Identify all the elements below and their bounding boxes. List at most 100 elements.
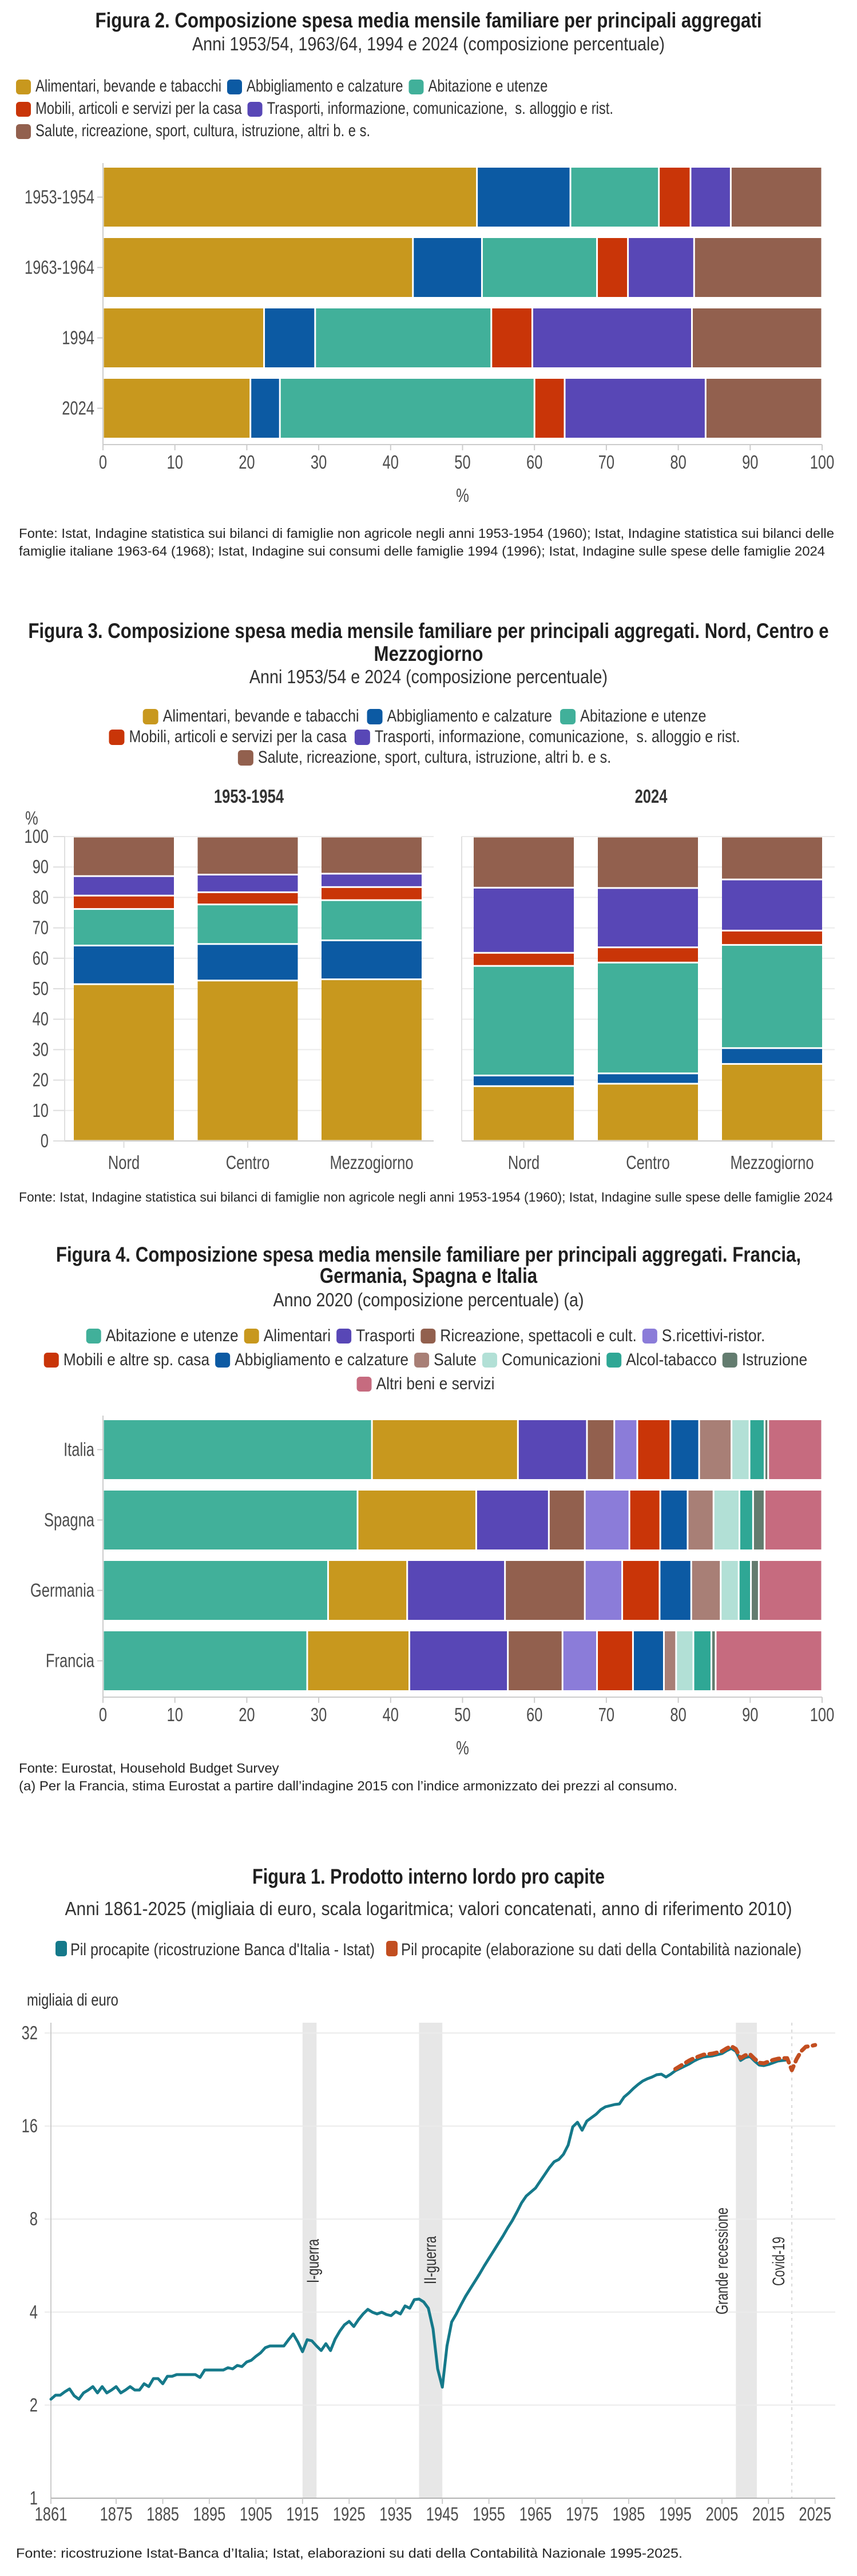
svg-text:70: 70 bbox=[598, 451, 614, 473]
svg-text:Alimentari, bevande e tabacchi: Alimentari, bevande e tabacchi bbox=[163, 707, 359, 726]
svg-text:Centro: Centro bbox=[226, 1152, 270, 1173]
svg-text:1985: 1985 bbox=[613, 2503, 645, 2525]
svg-text:Grande recessione: Grande recessione bbox=[713, 2208, 732, 2315]
svg-text:Germania, Spagna e Italia: Germania, Spagna e Italia bbox=[320, 1264, 538, 1287]
svg-text:1963-1964: 1963-1964 bbox=[25, 257, 94, 278]
svg-text:1995: 1995 bbox=[659, 2503, 692, 2525]
svg-text:Salute, ricreazione, sport, cu: Salute, ricreazione, sport, cultura, ist… bbox=[258, 748, 611, 767]
svg-text:Anni 1861-2025 (migliaia di eu: Anni 1861-2025 (migliaia di euro, scala … bbox=[65, 1898, 792, 1919]
svg-text:60: 60 bbox=[526, 1704, 542, 1725]
svg-text:1861: 1861 bbox=[35, 2503, 68, 2525]
svg-text:20: 20 bbox=[33, 1069, 49, 1091]
svg-text:0: 0 bbox=[41, 1130, 49, 1151]
svg-text:Figura 3. Composizione spesa m: Figura 3. Composizione spesa media mensi… bbox=[28, 619, 828, 643]
svg-text:10: 10 bbox=[33, 1100, 49, 1121]
svg-text:Pil procapite (ricostruzione B: Pil procapite (ricostruzione Banca d'Ita… bbox=[70, 1940, 375, 1959]
svg-text:80: 80 bbox=[33, 886, 49, 907]
svg-text:1955: 1955 bbox=[473, 2503, 505, 2525]
svg-text:1945: 1945 bbox=[426, 2503, 459, 2525]
svg-text:40: 40 bbox=[383, 1704, 399, 1725]
svg-text:30: 30 bbox=[33, 1039, 49, 1060]
svg-text:8: 8 bbox=[30, 2208, 38, 2229]
svg-text:S.ricettivi-ristor.: S.ricettivi-ristor. bbox=[662, 1326, 765, 1345]
svg-text:70: 70 bbox=[33, 917, 49, 938]
svg-text:Germania: Germania bbox=[30, 1580, 95, 1601]
svg-text:1: 1 bbox=[30, 2487, 38, 2508]
svg-text:(a) Per la Francia, stima Euro: (a) Per la Francia, stima Eurostat a par… bbox=[19, 1778, 677, 1793]
svg-text:2025: 2025 bbox=[799, 2503, 831, 2525]
svg-text:1875: 1875 bbox=[100, 2503, 133, 2525]
svg-text:Figura 4. Composizione spesa m: Figura 4. Composizione spesa media mensi… bbox=[56, 1243, 801, 1266]
svg-text:50: 50 bbox=[454, 1704, 470, 1725]
svg-text:Abitazione e utenze: Abitazione e utenze bbox=[106, 1326, 239, 1345]
svg-text:Altri beni e servizi: Altri beni e servizi bbox=[376, 1374, 495, 1393]
svg-text:Alcol-tabacco: Alcol-tabacco bbox=[626, 1350, 717, 1369]
svg-text:20: 20 bbox=[239, 451, 255, 473]
svg-text:1935: 1935 bbox=[379, 2503, 412, 2525]
svg-text:Comunicazioni: Comunicazioni bbox=[502, 1350, 601, 1369]
svg-text:Alimentari, bevande e tabacchi: Alimentari, bevande e tabacchi bbox=[35, 77, 221, 96]
svg-text:1965: 1965 bbox=[519, 2503, 552, 2525]
svg-text:Anni 1953/54, 1963/64, 1994 e: Anni 1953/54, 1963/64, 1994 e 2024 (comp… bbox=[192, 33, 665, 54]
svg-text:2015: 2015 bbox=[752, 2503, 785, 2525]
svg-text:1994: 1994 bbox=[62, 327, 94, 348]
svg-text:60: 60 bbox=[33, 948, 49, 969]
svg-text:100: 100 bbox=[24, 826, 49, 847]
svg-text:Mobili, articoli e servizi per: Mobili, articoli e servizi per la casa bbox=[35, 99, 242, 118]
svg-text:90: 90 bbox=[742, 1704, 758, 1725]
svg-text:16: 16 bbox=[22, 2115, 38, 2137]
svg-text:Mezzogiorno: Mezzogiorno bbox=[374, 642, 483, 665]
svg-text:80: 80 bbox=[670, 1704, 686, 1725]
svg-text:Salute: Salute bbox=[434, 1350, 477, 1369]
svg-text:0: 0 bbox=[99, 451, 107, 473]
svg-text:50: 50 bbox=[454, 451, 470, 473]
svg-text:50: 50 bbox=[33, 978, 49, 999]
svg-text:90: 90 bbox=[742, 451, 758, 473]
svg-text:Mezzogiorno: Mezzogiorno bbox=[330, 1152, 413, 1173]
svg-text:10: 10 bbox=[167, 1704, 183, 1725]
svg-text:2: 2 bbox=[30, 2394, 38, 2415]
svg-text:Nord: Nord bbox=[508, 1152, 539, 1173]
svg-text:32: 32 bbox=[22, 2022, 38, 2043]
svg-text:1885: 1885 bbox=[146, 2503, 179, 2525]
svg-text:100: 100 bbox=[810, 1704, 835, 1725]
svg-text:Anno 2020 (composizione percen: Anno 2020 (composizione percentuale) (a) bbox=[273, 1289, 584, 1310]
svg-text:4: 4 bbox=[30, 2301, 38, 2323]
svg-text:1953-1954: 1953-1954 bbox=[214, 786, 284, 807]
svg-text:%: % bbox=[456, 485, 469, 506]
svg-text:2024: 2024 bbox=[635, 786, 668, 807]
svg-text:1915: 1915 bbox=[286, 2503, 319, 2525]
svg-text:Trasporti: Trasporti bbox=[356, 1326, 415, 1345]
svg-text:1925: 1925 bbox=[333, 2503, 366, 2525]
svg-text:30: 30 bbox=[311, 451, 327, 473]
svg-text:Italia: Italia bbox=[64, 1439, 94, 1460]
svg-text:Figura 2. Composizione spesa m: Figura 2. Composizione spesa media mensi… bbox=[96, 9, 762, 32]
svg-text:100: 100 bbox=[810, 451, 835, 473]
svg-text:Abbigliamento e calzature: Abbigliamento e calzature bbox=[235, 1350, 408, 1369]
svg-text:30: 30 bbox=[311, 1704, 327, 1725]
svg-text:Mobili, articoli e servizi per: Mobili, articoli e servizi per la casa bbox=[129, 727, 347, 746]
svg-text:10: 10 bbox=[167, 451, 183, 473]
svg-text:Centro: Centro bbox=[626, 1152, 670, 1173]
svg-text:1895: 1895 bbox=[193, 2503, 226, 2525]
svg-text:Abitazione e utenze: Abitazione e utenze bbox=[580, 707, 706, 726]
svg-text:Abbigliamento e calzature: Abbigliamento e calzature bbox=[247, 77, 403, 96]
svg-text:I-guerra: I-guerra bbox=[304, 2239, 323, 2283]
svg-text:Istruzione: Istruzione bbox=[742, 1350, 808, 1369]
svg-text:Alimentari: Alimentari bbox=[264, 1326, 331, 1345]
svg-text:II-guerra: II-guerra bbox=[421, 2236, 440, 2284]
svg-text:Spagna: Spagna bbox=[44, 1509, 94, 1531]
svg-text:Salute, ricreazione, sport, cu: Salute, ricreazione, sport, cultura, ist… bbox=[35, 121, 370, 140]
svg-text:70: 70 bbox=[598, 1704, 614, 1725]
svg-text:famiglie italiane 1963-64 (196: famiglie italiane 1963-64 (1968); Istat,… bbox=[19, 544, 825, 558]
svg-text:20: 20 bbox=[239, 1704, 255, 1725]
svg-text:Trasporti, informazione, comun: Trasporti, informazione, comunicazione, … bbox=[375, 727, 740, 746]
svg-text:Mezzogiorno: Mezzogiorno bbox=[730, 1152, 814, 1173]
svg-text:0: 0 bbox=[99, 1704, 107, 1725]
svg-text:Fonte: ricostruzione Istat-Ban: Fonte: ricostruzione Istat-Banca d’Itali… bbox=[16, 2546, 683, 2561]
svg-text:Ricreazione, spettacoli e cult: Ricreazione, spettacoli e cult. bbox=[440, 1326, 637, 1345]
svg-text:Francia: Francia bbox=[46, 1650, 95, 1671]
svg-text:Pil procapite (elaborazione su: Pil procapite (elaborazione su dati dell… bbox=[401, 1940, 802, 1959]
svg-text:Figura 1. Prodotto interno lor: Figura 1. Prodotto interno lordo pro cap… bbox=[252, 1865, 605, 1888]
svg-text:2005: 2005 bbox=[706, 2503, 739, 2525]
